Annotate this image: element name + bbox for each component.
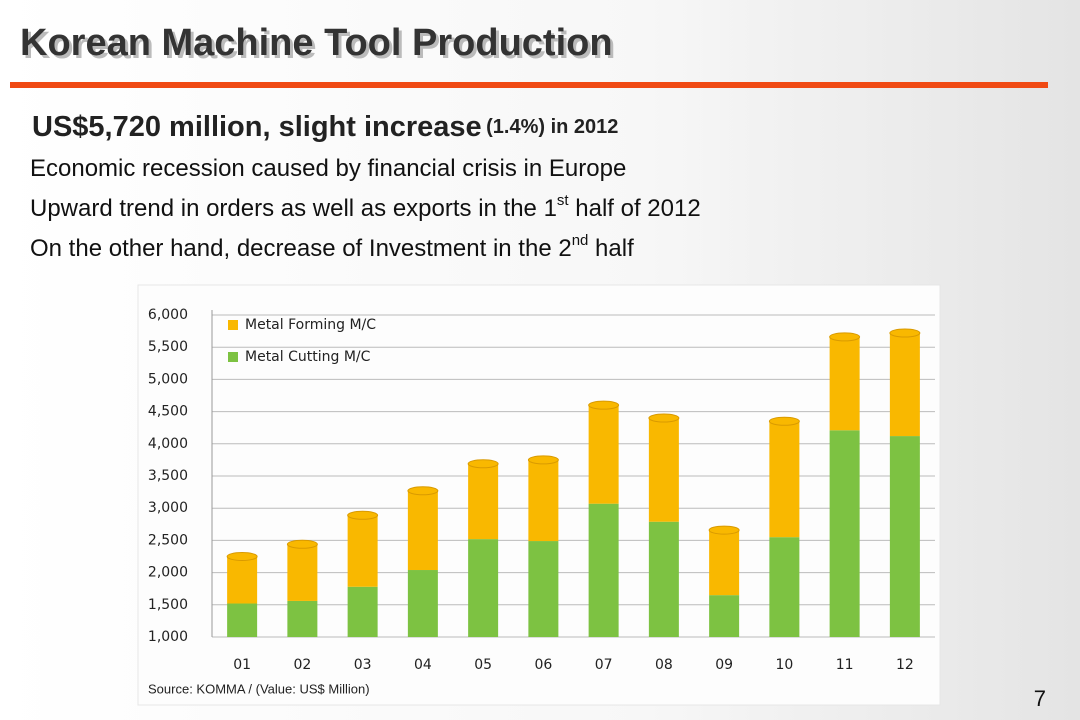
x-tick-label: 04 (414, 657, 432, 673)
bullet-text: half of 2012 (569, 195, 701, 222)
bullet-text: half (588, 235, 634, 262)
bar-cap (527, 455, 559, 465)
y-tick-label: 1,500 (148, 597, 188, 613)
bullets: Economic recession caused by financial c… (30, 155, 701, 262)
y-tick-label: 6,000 (148, 307, 188, 323)
subtitle: US$5,720 million, slight increase (1.4%)… (32, 111, 618, 143)
bullet: On the other hand, decrease of Investmen… (30, 232, 634, 262)
bar-cap (648, 413, 680, 423)
bar-cap (708, 525, 740, 535)
bar-cap (286, 539, 318, 549)
y-tick-label: 1,000 (148, 629, 188, 645)
bar-segment (769, 421, 800, 538)
legend-swatch (228, 320, 238, 330)
bar-cap (588, 400, 620, 410)
x-tick-label: 07 (595, 657, 613, 673)
title-rule (10, 82, 1048, 88)
bar-segment (287, 544, 318, 601)
bar-cap (467, 459, 499, 469)
bar-segment (829, 430, 860, 637)
bar-segment (227, 556, 258, 604)
page-number: 7 (1034, 686, 1046, 711)
bar-segment (227, 603, 258, 637)
bar-segment (889, 436, 920, 637)
superscript: st (557, 192, 570, 209)
chart: 1,000 1,500 2,000 2,500 3,000 3,500 4,000 4,500… (148, 307, 935, 673)
legend-label: Metal Forming M/C (245, 317, 376, 333)
y-tick-label: 5,500 (148, 339, 188, 355)
title-shadow: Korean Machine Tool Production (23, 25, 616, 67)
bar-segment (889, 333, 920, 437)
source-note: Source: KOMMA / (Value: US$ Million) (148, 681, 370, 696)
x-tick-label: 08 (655, 657, 673, 673)
bar-segment (829, 336, 860, 431)
bullet-text: On the other hand, decrease of Investmen… (30, 235, 572, 262)
x-tick-label: 06 (534, 657, 552, 673)
y-tick-label: 3,000 (148, 500, 188, 516)
x-tick-label: 02 (293, 657, 311, 673)
bullet-text: Economic recession caused by financial c… (30, 155, 626, 182)
bar-cap (226, 552, 258, 561)
title: Korean Machine Tool Production (20, 22, 613, 64)
y-tick-label: 3,500 (148, 468, 188, 484)
x-tick-label: 01 (233, 657, 251, 673)
bar-cap (829, 332, 861, 342)
x-tick-label: 10 (775, 657, 793, 673)
y-tick-label: 2,000 (148, 565, 188, 581)
legend-swatch (228, 352, 238, 362)
bar-segment (648, 521, 679, 637)
bar-segment (709, 595, 740, 637)
bar-segment (528, 459, 559, 542)
bar-segment (407, 570, 438, 637)
x-tick-label: 11 (836, 657, 854, 673)
y-tick-label: 5,000 (148, 371, 188, 387)
bullet: Economic recession caused by financial c… (30, 155, 626, 182)
bar-segment (588, 405, 619, 504)
bar-segment (347, 515, 378, 587)
bar-segment (769, 537, 800, 637)
bar-segment (287, 600, 318, 637)
bar-segment (709, 530, 740, 596)
x-tick-label: 12 (896, 657, 914, 673)
y-tick-label: 4,000 (148, 436, 188, 452)
bar-segment (468, 463, 499, 540)
bullet: Upward trend in orders as well as export… (30, 192, 701, 222)
subtitle-small: (1.4%) in 2012 (486, 116, 618, 138)
bar-cap (347, 510, 379, 520)
bar-segment (648, 418, 679, 522)
bar-cap (768, 416, 800, 426)
bar-cap (889, 328, 921, 338)
subtitle-main: US$5,720 million, slight increase (32, 111, 482, 143)
bullet-text: Upward trend in orders as well as export… (30, 195, 557, 222)
x-tick-label: 03 (354, 657, 372, 673)
y-tick-label: 4,500 (148, 404, 188, 420)
bar-segment (528, 541, 559, 637)
bar-segment (468, 539, 499, 637)
x-tick-label: 05 (474, 657, 492, 673)
bar-segment (347, 586, 378, 637)
superscript: nd (572, 232, 589, 249)
y-tick-label: 2,500 (148, 532, 188, 548)
bar-segment (407, 490, 438, 571)
x-tick-label: 09 (715, 657, 733, 673)
bar-cap (407, 486, 439, 496)
bar-segment (588, 503, 619, 637)
legend-label: Metal Cutting M/C (245, 349, 371, 365)
